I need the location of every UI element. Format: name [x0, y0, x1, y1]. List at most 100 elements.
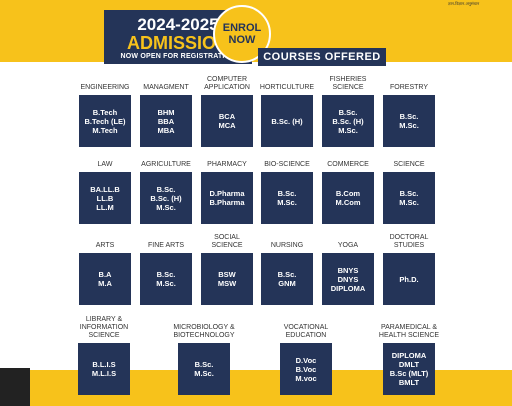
course-name: B.Sc.	[277, 189, 297, 198]
course-box[interactable]: B.Sc. M.Sc.	[140, 253, 192, 305]
category-label: VOCATIONAL EDUCATION	[266, 324, 346, 340]
category-label-line: AGRICULTURE	[141, 161, 191, 168]
course-box[interactable]: DIPLOMA DMLT B.Sc (MLT) BMLT	[383, 343, 435, 395]
course-name: BBA	[157, 116, 175, 126]
course-box[interactable]: B.Com M.Com	[322, 172, 374, 224]
category-label-line: MANAGMENT	[143, 84, 189, 91]
admission-year: 2024-2025	[137, 15, 219, 34]
course-box[interactable]: B.Sc. B.Sc. (H) M.Sc.	[322, 95, 374, 147]
course-box[interactable]: B.A M.A	[79, 253, 131, 305]
category-label: COMPUTER APPLICATION	[187, 76, 267, 92]
course-box[interactable]: BHM BBA MBA	[140, 95, 192, 147]
category-label-line: VOCATIONAL	[283, 324, 329, 331]
course-name: B.Tech (LE)	[84, 116, 126, 126]
course-box[interactable]: B.Sc. (H)	[261, 95, 313, 147]
category-label-line: PHARMACY	[207, 161, 247, 168]
courses-offered-heading: COURSES OFFERED	[258, 48, 386, 66]
category-label-line: BIOTECHNOLOGY	[173, 332, 235, 339]
course-box[interactable]: B.Sc. M.Sc.	[261, 172, 313, 224]
category-label-line: FISHERIES	[329, 76, 367, 83]
course-name: B.A	[98, 270, 112, 279]
course-name: DIPLOMA	[391, 351, 427, 360]
course-name: BSW	[218, 270, 236, 279]
course-box[interactable]: B.Sc. M.Sc.	[383, 172, 435, 224]
course-box[interactable]: BCA MCA	[201, 95, 253, 147]
course-name: M.Tech	[92, 125, 118, 135]
course-box[interactable]: B.Sc. GNM	[261, 253, 313, 305]
course-name: B.Sc.	[156, 184, 176, 194]
course-box[interactable]: D.Voc B.Voc M.voc	[280, 343, 332, 395]
course-name: B.Sc. (H)	[332, 116, 364, 126]
category-label-line: MICROBIOLOGY &	[173, 324, 235, 331]
course-name: DMLT	[398, 360, 420, 369]
course-name: B.Pharma	[209, 198, 245, 207]
course-name: LL.M	[96, 202, 114, 212]
course-box[interactable]: BNYS DNYS DIPLOMA	[322, 253, 374, 305]
course-name: MCA	[218, 121, 236, 130]
category-label: MICROBIOLOGY & BIOTECHNOLOGY	[164, 324, 244, 340]
category-label-line: LIBRARY &	[85, 316, 123, 323]
category-label: FORESTRY	[369, 84, 449, 92]
course-box[interactable]: BSW MSW	[201, 253, 253, 305]
category-label: FISHERIES SCIENCE	[308, 76, 388, 92]
category-label: HORTICULTURE	[247, 84, 327, 92]
category-label-line: SCIENCE	[393, 161, 425, 168]
course-name: M.Sc.	[277, 198, 297, 207]
registration-note: NOW OPEN FOR REGISTRATION	[120, 53, 236, 60]
course-name: B.Sc.	[399, 189, 419, 198]
course-box[interactable]: B.Sc. M.Sc.	[383, 95, 435, 147]
course-name: LL.B	[96, 193, 114, 203]
course-name: BNYS	[337, 265, 359, 275]
category-label-line: SCIENCE	[88, 332, 120, 339]
course-name: B.Com	[335, 189, 361, 198]
course-name: B.Sc.	[194, 360, 214, 369]
category-label-line: SOCIAL	[214, 234, 240, 241]
course-name: DIPLOMA	[330, 283, 366, 293]
category-label: PARAMEDICAL & HEALTH SCIENCE	[369, 324, 449, 340]
course-box[interactable]: BA.LL.B LL.B LL.M	[79, 172, 131, 224]
course-name: BCA	[218, 112, 236, 121]
category-label-line: HEALTH SCIENCE	[378, 332, 440, 339]
enrol-text: ENROL	[222, 22, 262, 34]
course-name: B.Tech	[92, 107, 118, 117]
course-name: B.Sc.	[399, 112, 419, 121]
category-label-line: DOCTORAL	[389, 234, 429, 241]
course-name: M.A	[98, 279, 112, 288]
category-label-line: FORESTRY	[390, 84, 428, 91]
course-box[interactable]: B.L.I.S M.L.I.S	[78, 343, 130, 395]
course-box[interactable]: D.Pharma B.Pharma	[201, 172, 253, 224]
course-name: M.Sc.	[338, 125, 358, 135]
category-label: ENGINEERING	[65, 84, 145, 92]
course-name: MSW	[217, 279, 237, 288]
category-label: PHARMACY	[187, 161, 267, 169]
category-label-line: BIO-SCIENCE	[264, 161, 310, 168]
category-label-line: NURSING	[270, 242, 304, 249]
course-box[interactable]: B.Sc. B.Sc. (H) M.Sc.	[140, 172, 192, 224]
corner-decoration	[0, 368, 30, 406]
course-name: M.Sc.	[156, 279, 176, 288]
category-label-line: EDUCATION	[285, 332, 327, 339]
category-label: YOGA	[308, 242, 388, 250]
course-name: M.voc	[295, 373, 317, 383]
course-name: BA.LL.B	[90, 184, 120, 194]
category-label-line: FINE ARTS	[147, 242, 185, 249]
course-name: M.Sc.	[399, 198, 419, 207]
course-box[interactable]: B.Tech B.Tech (LE) M.Tech	[79, 95, 131, 147]
category-label: SOCIAL SCIENCE	[187, 234, 267, 250]
category-label: AGRICULTURE	[126, 161, 206, 169]
course-name: B.Sc.	[277, 270, 297, 279]
category-label: MANAGMENT	[126, 84, 206, 92]
course-name: B.Sc. (H)	[271, 116, 303, 126]
course-name: MBA	[157, 125, 175, 135]
course-name: BHM	[157, 107, 175, 117]
category-label-line: YOGA	[337, 242, 359, 249]
course-name: B.Voc	[295, 364, 317, 374]
category-label: COMMERCE	[308, 161, 388, 169]
category-label-line: STUDIES	[393, 242, 425, 249]
course-box[interactable]: B.Sc. M.Sc.	[178, 343, 230, 395]
course-name: B.L.I.S	[92, 360, 116, 369]
course-box[interactable]: Ph.D.	[383, 253, 435, 305]
course-name: GNM	[278, 279, 296, 288]
course-name: DNYS	[337, 274, 359, 284]
category-label: NURSING	[247, 242, 327, 250]
